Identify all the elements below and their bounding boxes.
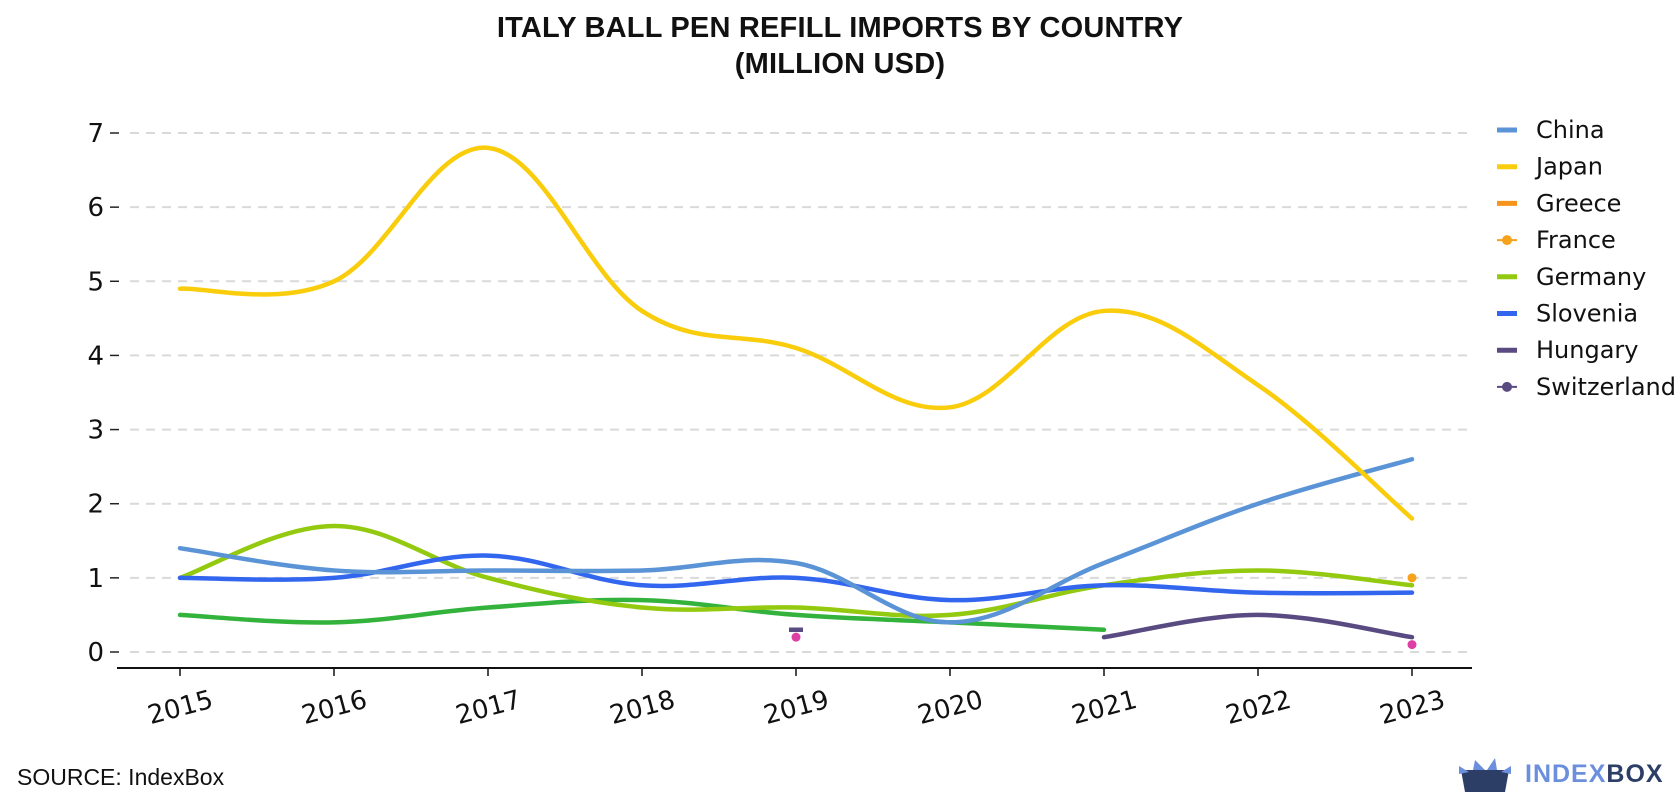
chart-title-line-1: ITALY BALL PEN REFILL IMPORTS BY COUNTRY — [496, 12, 1184, 44]
x-tick-label: 2021 — [1069, 685, 1141, 731]
legend-item-slovenia-label: Slovenia — [1536, 300, 1638, 328]
chart-title-line-2: (MILLION USD) — [734, 48, 946, 80]
x-tick-label: 2022 — [1223, 685, 1295, 731]
y-tick-label: 1 — [87, 564, 104, 594]
y-tick-label: 7 — [87, 119, 104, 149]
legend-item-china-label: China — [1536, 116, 1605, 144]
indexbox-logo: INDEXBOX — [1455, 752, 1665, 796]
series-hungary-line — [1101, 612, 1415, 640]
series-china-line — [177, 456, 1415, 625]
x-tick-label: 2018 — [607, 685, 679, 731]
x-tick-label: 2020 — [915, 685, 987, 731]
legend-item-switzerland-label: Switzerland — [1536, 373, 1676, 401]
y-tick-label: 6 — [87, 193, 104, 223]
box-icon — [1459, 758, 1511, 792]
y-tick-label: 4 — [87, 341, 104, 371]
logo-word-box: BOX — [1606, 760, 1664, 788]
x-tick-label: 2019 — [761, 685, 833, 731]
source-note: SOURCE: IndexBox — [17, 764, 225, 790]
series-france-point — [1407, 573, 1417, 583]
logo-word-index: INDEX — [1525, 760, 1607, 788]
legend-item-france-label: France — [1536, 226, 1616, 254]
y-tick-label: 3 — [87, 416, 104, 446]
logo-wordmark: INDEXBOX — [1525, 760, 1664, 789]
chart-title: ITALY BALL PEN REFILL IMPORTS BY COUNTRY… — [0, 10, 1680, 82]
x-tick-label: 2023 — [1377, 685, 1449, 731]
legend-item-france-marker — [1502, 235, 1512, 246]
legend-item-hungary-label: Hungary — [1536, 336, 1638, 364]
legend-item-japan-label: Japan — [1534, 153, 1603, 181]
series-extra-2-point — [1407, 640, 1417, 650]
x-tick-label: 2016 — [299, 685, 371, 731]
x-tick-label: 2017 — [453, 685, 525, 731]
x-tick-label: 2015 — [145, 685, 217, 731]
series-germany-line — [177, 523, 1415, 619]
y-tick-label: 0 — [87, 638, 104, 668]
legend-item-germany-label: Germany — [1536, 263, 1646, 291]
y-tick-label: 5 — [87, 267, 104, 297]
series-japan-line — [177, 145, 1415, 521]
y-tick-label: 2 — [87, 490, 104, 520]
legend-item-greece-label: Greece — [1536, 189, 1621, 217]
series-extra-2-point — [791, 632, 801, 642]
legend-item-switzerland-marker — [1502, 381, 1512, 392]
